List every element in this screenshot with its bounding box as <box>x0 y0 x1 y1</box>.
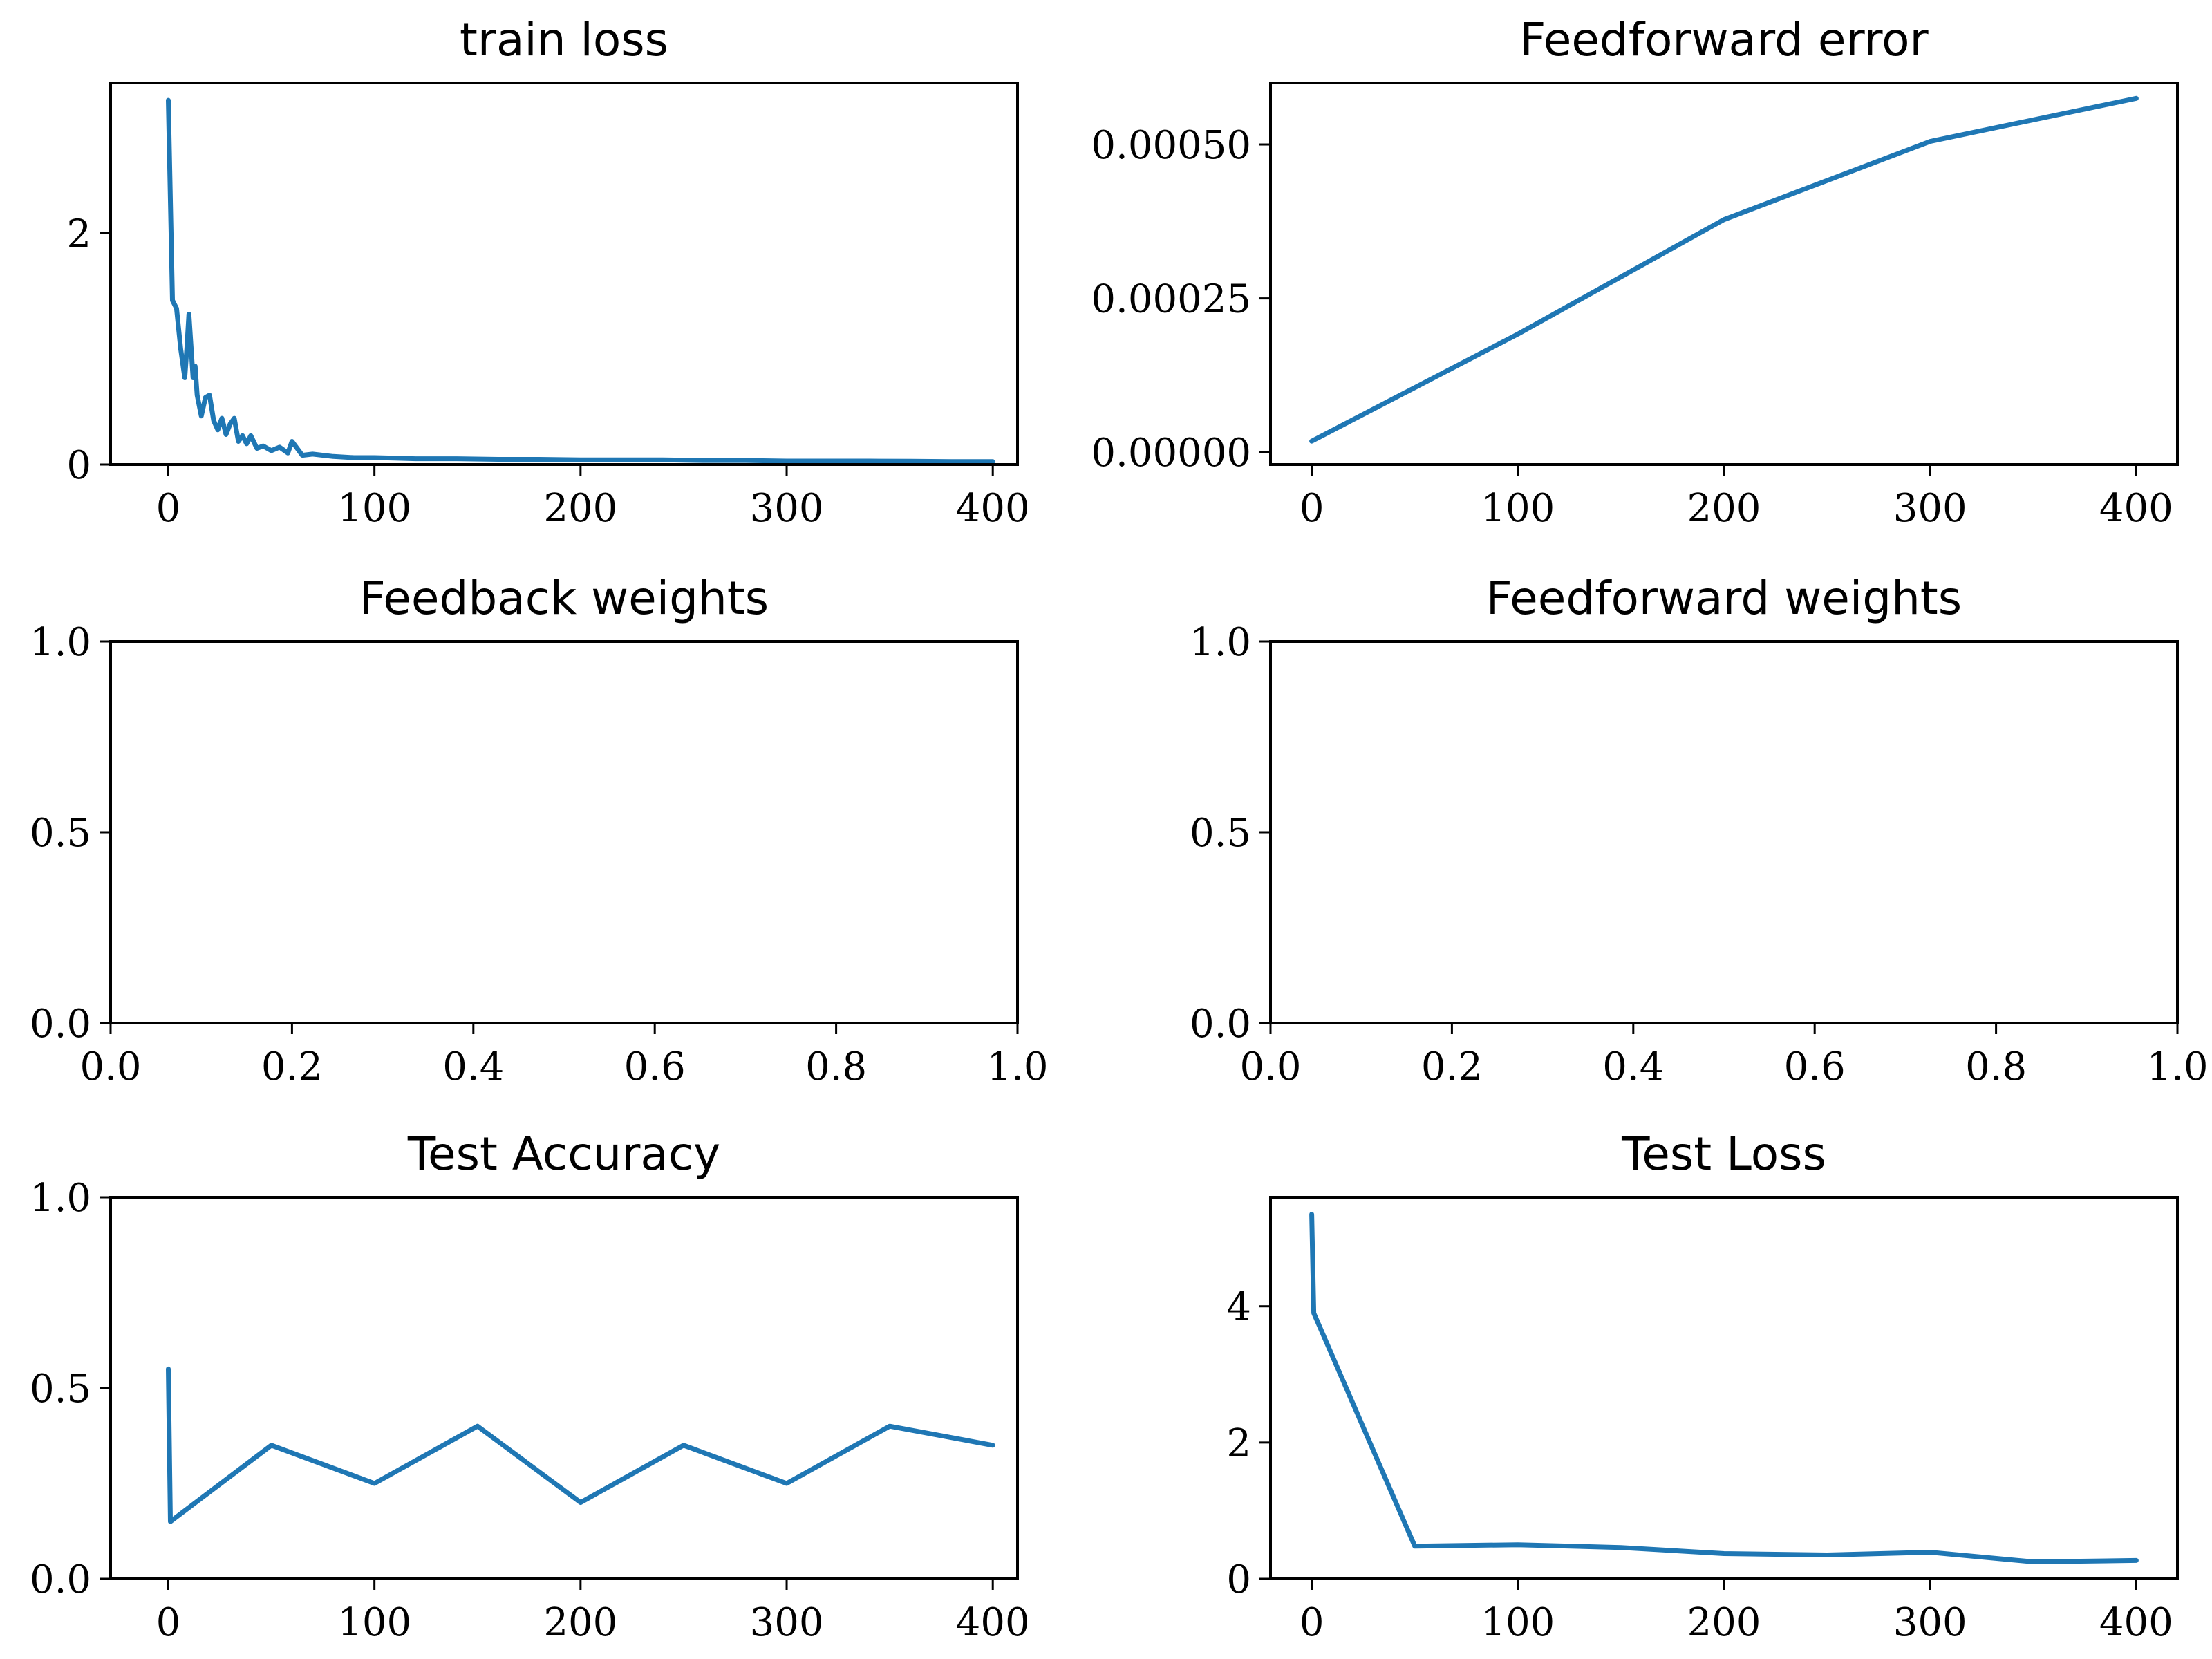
feedback-weights-x-tick-label: 0.8 <box>805 1044 867 1089</box>
test-loss-x-tick-label: 400 <box>2099 1600 2173 1645</box>
feedforward-error-x-tick-label: 100 <box>1481 486 1555 531</box>
feedforward-error-y-tick-label: 0.00000 <box>1091 431 1251 476</box>
feedback-weights-x-tick-label: 0.0 <box>79 1044 141 1089</box>
train-loss-series-line <box>166 97 995 465</box>
train-loss-x-tick-label: 400 <box>956 486 1030 531</box>
train-loss-x-tick-label: 0 <box>156 486 181 531</box>
feedforward-error-y-tick-label: 0.00050 <box>1091 123 1251 168</box>
test-loss-x-tick-label: 300 <box>1893 1600 1967 1645</box>
test-accuracy-axes-frame <box>109 1196 1019 1580</box>
feedforward-weights-y-tick-label: 0.5 <box>1190 811 1251 856</box>
feedforward-weights-title: Feedforward weights <box>1486 572 1962 625</box>
feedback-weights-y-tick-label: 0.0 <box>30 1002 91 1047</box>
feedback-weights-axes-frame <box>109 640 1019 1024</box>
feedback-weights-x-tick-label: 0.2 <box>261 1044 323 1089</box>
feedforward-weights-x-tick-label: 0.4 <box>1602 1044 1664 1089</box>
test-accuracy-x-tick-label: 100 <box>337 1600 411 1645</box>
test-loss-y-tick-label: 4 <box>1226 1285 1251 1330</box>
train-loss-y-tick-label: 2 <box>66 212 91 256</box>
test-loss-x-tick-label: 200 <box>1687 1600 1761 1645</box>
feedforward-error-x-tick-label: 300 <box>1893 486 1967 531</box>
feedback-weights-y-tick-label: 1.0 <box>30 620 91 665</box>
feedforward-error-x-tick-label: 400 <box>2099 486 2173 531</box>
feedforward-error-axes-frame <box>1269 82 2179 466</box>
feedback-weights-x-tick-label: 0.4 <box>442 1044 504 1089</box>
test-loss-y-tick-label: 2 <box>1226 1421 1251 1466</box>
test-accuracy-x-tick-label: 0 <box>156 1600 181 1645</box>
train-loss-x-tick-label: 100 <box>337 486 411 531</box>
feedforward-weights-axes-frame <box>1269 640 2179 1024</box>
test-accuracy-x-tick-label: 400 <box>956 1600 1030 1645</box>
feedback-weights-x-tick-label: 1.0 <box>986 1044 1048 1089</box>
feedforward-weights-y-tick-label: 0.0 <box>1190 1002 1251 1047</box>
test-loss-y-tick-label: 0 <box>1226 1557 1251 1602</box>
train-loss-axes-frame <box>109 82 1019 466</box>
feedforward-weights-y-tick-label: 1.0 <box>1190 620 1251 665</box>
train-loss-panel: 0 100 200 300 400 0 2 train loss <box>66 13 1029 531</box>
train-loss-title: train loss <box>460 13 668 66</box>
test-accuracy-series-line <box>166 1366 995 1524</box>
feedforward-weights-x-tick-label: 0.6 <box>1784 1044 1846 1089</box>
test-accuracy-y-tick-label: 0.5 <box>30 1367 91 1412</box>
train-loss-y-tick-label: 0 <box>66 443 91 488</box>
test-loss-series-line <box>1309 1212 2139 1564</box>
test-loss-title: Test Loss <box>1621 1127 1826 1181</box>
feedforward-error-series-line <box>1309 95 2139 444</box>
feedforward-error-y-tick-label: 0.00025 <box>1091 277 1251 322</box>
train-loss-x-tick-label: 300 <box>750 486 824 531</box>
feedforward-error-x-tick-label: 200 <box>1687 486 1761 531</box>
feedforward-weights-x-tick-label: 0.8 <box>1965 1044 2027 1089</box>
feedforward-error-x-tick-label: 0 <box>1300 486 1324 531</box>
feedback-weights-title: Feedback weights <box>359 572 769 625</box>
train-loss-x-tick-label: 200 <box>543 486 617 531</box>
feedforward-error-title: Feedforward error <box>1519 13 1929 66</box>
test-accuracy-y-tick-label: 1.0 <box>30 1176 91 1221</box>
test-accuracy-x-tick-label: 200 <box>543 1600 617 1645</box>
feedforward-weights-x-tick-label: 0.2 <box>1421 1044 1483 1089</box>
feedback-weights-x-tick-label: 0.6 <box>624 1044 686 1089</box>
feedback-weights-y-tick-label: 0.5 <box>30 811 91 856</box>
test-accuracy-x-tick-label: 300 <box>750 1600 824 1645</box>
test-loss-x-tick-label: 0 <box>1300 1600 1324 1645</box>
test-accuracy-panel: 0 100 200 300 400 0.0 0.5 1.0 Test Accuracy <box>30 1127 1030 1645</box>
feedback-weights-panel: 0.0 0.2 0.4 0.6 0.8 1.0 0.0 0.5 1.0 Feedback weig… <box>30 572 1049 1089</box>
test-accuracy-title: Test Accuracy <box>407 1127 720 1181</box>
feedforward-weights-panel: 0.0 0.2 0.4 0.6 0.8 1.0 0.0 0.5 1.0 Feedforward w… <box>1190 572 2209 1089</box>
feedforward-weights-x-tick-label: 1.0 <box>2146 1044 2208 1089</box>
test-loss-panel: 0 100 200 300 400 0 2 4 Test Loss <box>1226 1127 2179 1645</box>
test-accuracy-y-tick-label: 0.0 <box>30 1557 91 1602</box>
test-loss-x-tick-label: 100 <box>1481 1600 1555 1645</box>
feedforward-error-panel: 0 100 200 300 400 0.00000 0.00025 0.00050 Feedfo… <box>1091 13 2179 531</box>
feedforward-weights-x-tick-label: 0.0 <box>1239 1044 1301 1089</box>
